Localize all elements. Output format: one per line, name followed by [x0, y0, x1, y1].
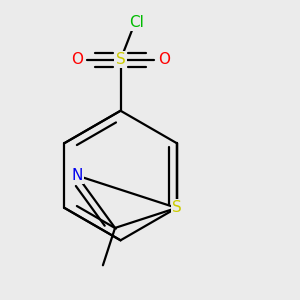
- Text: S: S: [172, 200, 182, 215]
- Text: O: O: [71, 52, 83, 67]
- Text: Cl: Cl: [129, 15, 144, 30]
- Text: O: O: [158, 52, 170, 67]
- Text: S: S: [116, 52, 125, 67]
- Text: N: N: [71, 168, 83, 183]
